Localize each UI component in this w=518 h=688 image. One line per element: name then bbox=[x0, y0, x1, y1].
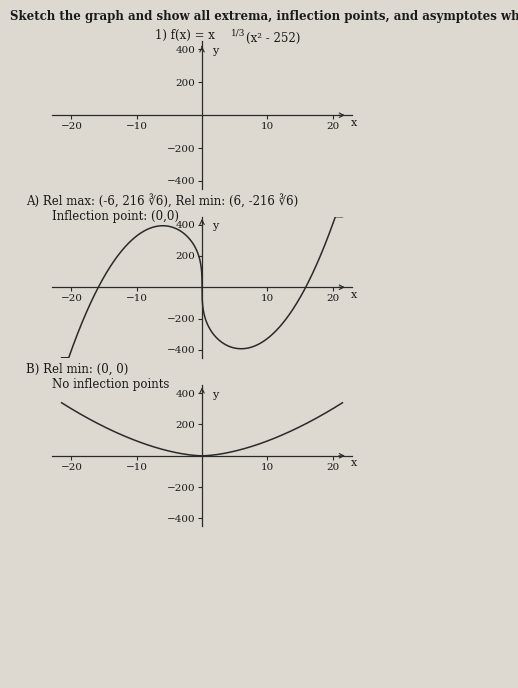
Text: B) Rel min: (0, 0): B) Rel min: (0, 0) bbox=[26, 363, 128, 376]
Text: Sketch the graph and show all extrema, inflection points, and asymptotes where a: Sketch the graph and show all extrema, i… bbox=[10, 10, 518, 23]
Text: x: x bbox=[351, 458, 357, 468]
Text: A) Rel max: (-6, 216 ∛6), Rel min: (6, -216 ∛6): A) Rel max: (-6, 216 ∛6), Rel min: (6, -… bbox=[26, 194, 298, 208]
Text: No inflection points: No inflection points bbox=[52, 378, 169, 391]
Text: x: x bbox=[351, 290, 357, 299]
Text: Inflection point: (0,0): Inflection point: (0,0) bbox=[52, 210, 179, 223]
Text: 1) f(x) = x: 1) f(x) = x bbox=[155, 29, 215, 42]
Text: y: y bbox=[212, 46, 218, 56]
Text: (x² - 252): (x² - 252) bbox=[246, 32, 300, 45]
Text: 1/3: 1/3 bbox=[231, 29, 245, 38]
Text: y: y bbox=[212, 221, 218, 231]
Text: x: x bbox=[351, 118, 357, 128]
Text: y: y bbox=[212, 389, 218, 400]
